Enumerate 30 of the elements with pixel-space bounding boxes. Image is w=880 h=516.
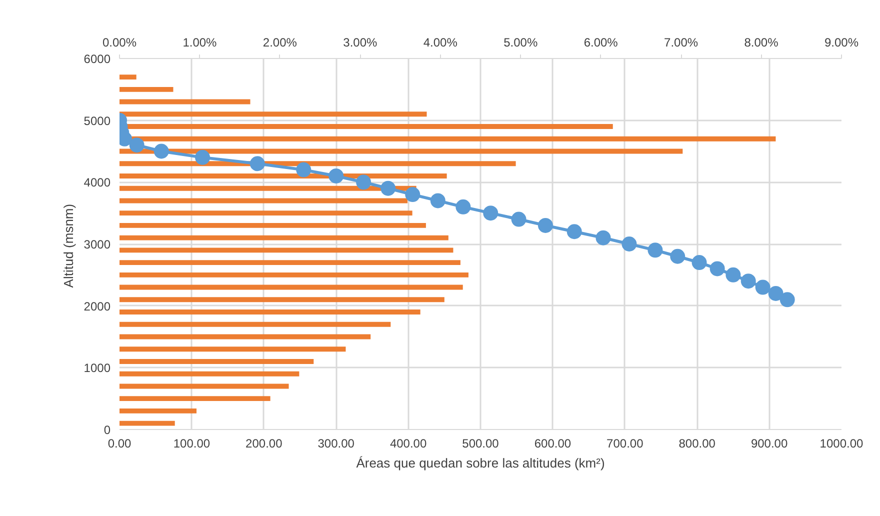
y-tick-label: 1000 [84, 361, 111, 376]
x2-tick-label: 5.00% [504, 36, 538, 50]
y-tick-label: 6000 [84, 52, 111, 66]
x-axis-title: Áreas que quedan sobre las altitudes (km²) [356, 456, 605, 470]
x2-tick-label: 0.00% [102, 36, 137, 50]
x2-tick-label: 7.00% [664, 36, 698, 50]
y-tick-label: 2000 [84, 299, 111, 314]
x-tick-label: 500.00 [462, 436, 500, 450]
x-tick-label: 800.00 [678, 436, 716, 450]
x-tick-label: 200.00 [246, 436, 283, 450]
x2-tick-label: 8.00% [744, 36, 779, 50]
y-axis-title: Altitud (msnm) [60, 204, 76, 288]
x-tick-label: 1000.00 [820, 436, 864, 450]
x-tick-label: 300.00 [318, 436, 355, 450]
x-tick-label: 700.00 [606, 436, 644, 450]
x-tick-label: 100.00 [173, 436, 210, 450]
x-tick-label: 400.00 [390, 436, 427, 450]
x2-tick-label: 4.00% [423, 36, 458, 50]
y-tick-label: 4000 [84, 176, 111, 190]
x-tick-label: 900.00 [750, 436, 788, 450]
x2-tick-label: 1.00% [182, 36, 218, 50]
y-tick-label: 5000 [84, 114, 111, 128]
x-tick-label: 0.00 [108, 436, 132, 450]
x2-tick-label: 2.00% [262, 36, 298, 50]
y-tick-label: 3000 [84, 238, 111, 252]
x2-tick-label: 9.00% [824, 36, 859, 50]
x2-tick-label: 3.00% [343, 36, 378, 50]
y-tick-label: 0 [104, 423, 111, 437]
x-tick-label: 600.00 [534, 436, 572, 450]
x2-tick-label: 6.00% [584, 36, 618, 50]
